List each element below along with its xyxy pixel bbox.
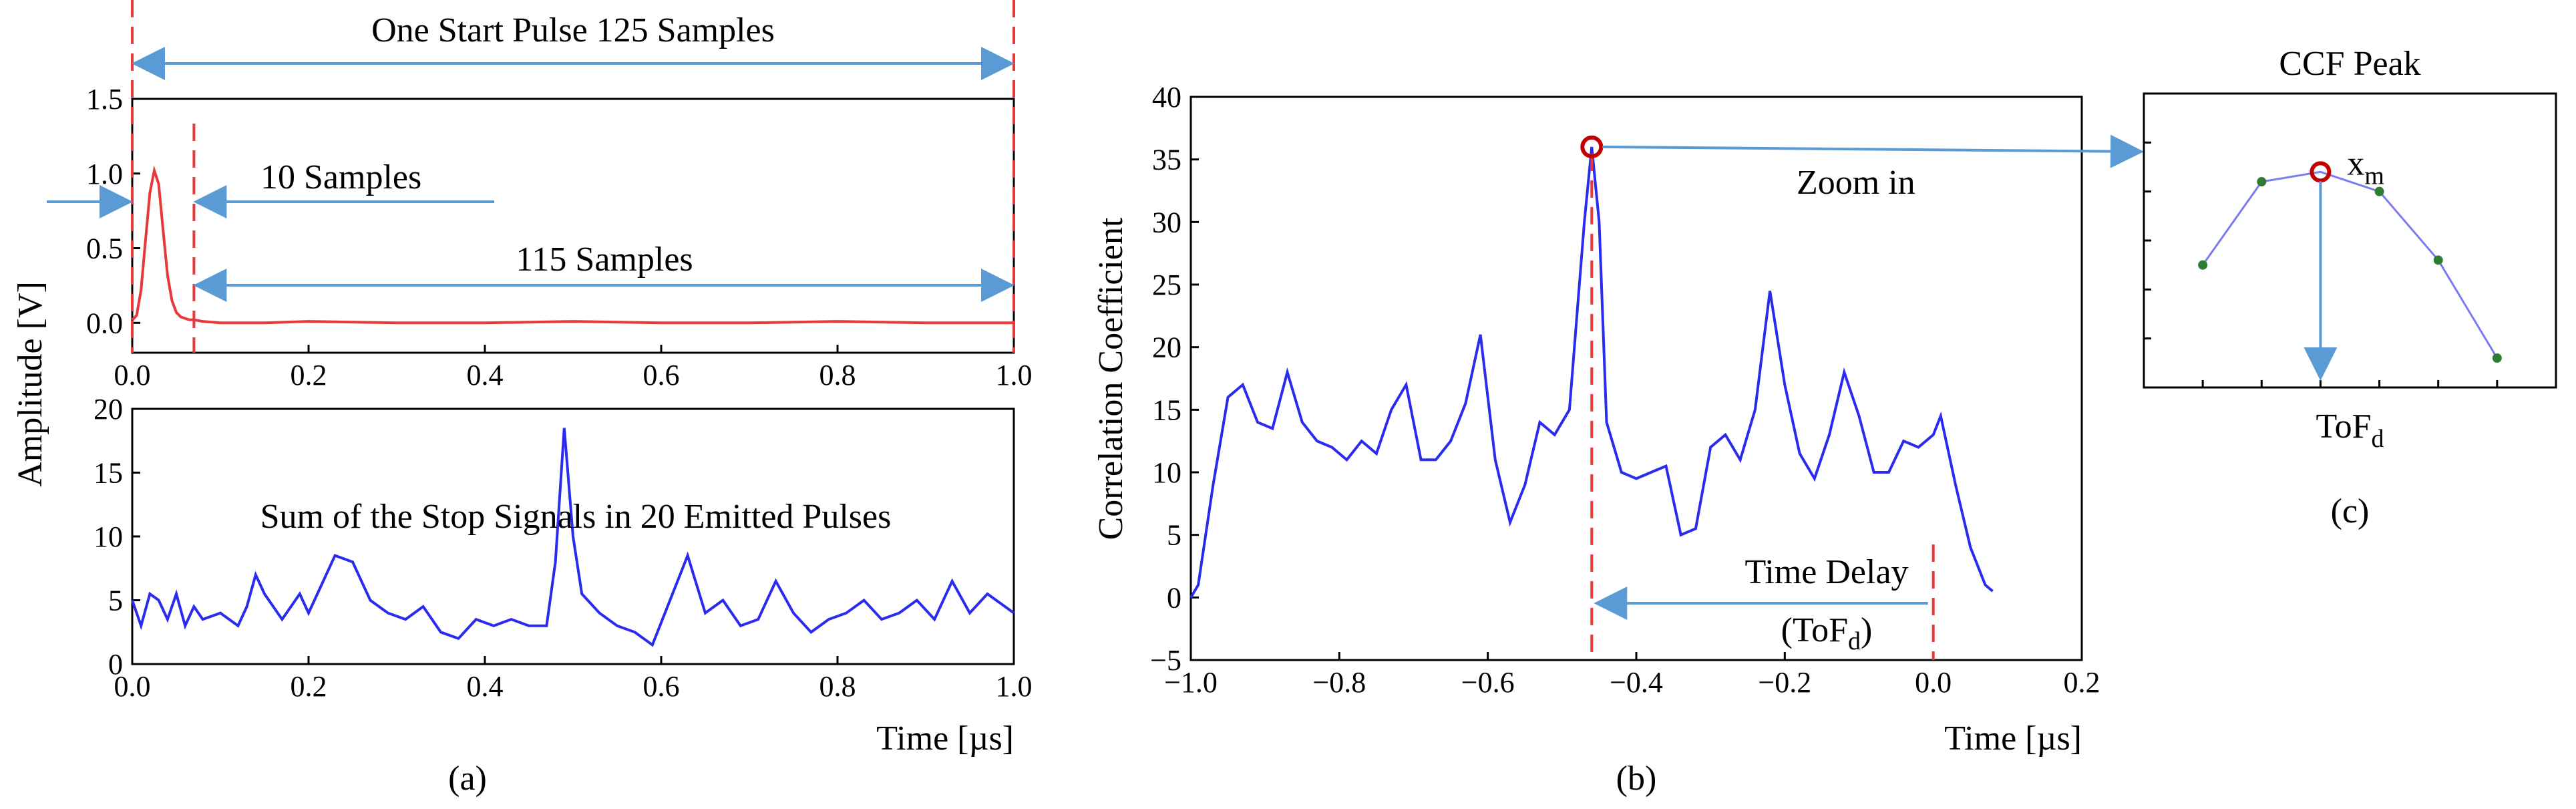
a-top-x-tick-label-3: 0.6 [643, 359, 680, 391]
series-line-zoomed-peak [2201, 170, 2499, 359]
annotation-10-samples: 10 Samples [260, 158, 421, 196]
c-point-5 [2492, 353, 2502, 363]
panel-a-top: 0.0 0.2 0.4 0.6 0.8 1.0 0.0 0.5 1.0 1.5 One Start… [47, 0, 1033, 391]
b-x-tick-label-4: −0.2 [1758, 666, 1811, 699]
b-y-tick-label-2: 5 [1167, 519, 1181, 552]
b-x-tick-label-5: 0.0 [1915, 666, 1952, 699]
a-bot-y-tick-label-0: 0 [108, 648, 123, 681]
b-x-tick-label-2: −0.6 [1461, 666, 1515, 699]
b-y-tick-label-4: 15 [1152, 393, 1181, 426]
a-top-x-tick-label-0: 0.0 [114, 359, 151, 391]
b-y-tick-label-3: 10 [1152, 456, 1181, 489]
ticks-a-bottom: 0.0 0.2 0.4 0.6 0.8 1.0 0 5 10 15 20 [94, 393, 1033, 703]
annotation-zoom-in: Zoom in [1797, 164, 1915, 202]
a-top-x-tick-label-4: 0.8 [819, 359, 856, 391]
b-y-tick-label-6: 25 [1152, 269, 1181, 301]
b-x-tick-label-1: −0.8 [1312, 666, 1366, 699]
plot-frame-c [2143, 92, 2557, 389]
annotation-115-samples: 115 Samples [516, 240, 693, 279]
annotation-time-delay: Time Delay [1744, 553, 1908, 591]
a-bot-y-tick-label-3: 15 [94, 457, 123, 490]
a-bot-x-tick-label-4: 0.8 [819, 670, 856, 703]
a-bot-x-tick-label-0: 0.0 [114, 670, 151, 703]
annotation-tofd-b: (ToFd) [1781, 611, 1873, 655]
b-y-tick-label-1: 0 [1167, 581, 1181, 614]
b-x-tick-label-0: −1.0 [1164, 666, 1218, 699]
series-line-ccf [1189, 146, 1994, 599]
a-bot-x-tick-label-3: 0.6 [643, 670, 680, 703]
b-x-tick-label-3: −0.4 [1610, 666, 1663, 699]
zoomed-peak-marker [2310, 161, 2332, 183]
c-point-1 [2257, 177, 2267, 186]
panel-b: −1.0 −0.8 −0.6 −0.4 −0.2 0.0 0.2 −5 0 5 10 15 20 25 30… [1150, 81, 2144, 758]
a-top-y-tick-label-2: 1.0 [86, 158, 123, 190]
series-line-start-pulse [131, 165, 1014, 325]
a-top-x-tick-label-5: 1.0 [996, 359, 1033, 391]
a-top-y-tick-label-3: 1.5 [86, 83, 123, 116]
c-point-3 [2374, 186, 2384, 196]
span-arrows-a-top [47, 47, 1015, 302]
a-bot-x-tick-label-5: 1.0 [996, 670, 1033, 703]
caption-a: (a) [448, 760, 487, 798]
b-y-tick-label-9: 40 [1152, 81, 1181, 114]
b-y-tick-label-0: −5 [1150, 644, 1181, 677]
y-axis-label-b: Correlation Coefficient [1092, 217, 1130, 540]
a-bot-y-tick-label-4: 20 [94, 393, 123, 426]
plot-frame-b [1189, 96, 2083, 661]
annotation-xm: xm [2347, 144, 2384, 190]
title-ccf-peak: CCF Peak [2279, 45, 2420, 83]
annotation-tofd-c: ToFd [2316, 408, 2384, 453]
b-x-tick-label-6: 0.2 [2064, 666, 2100, 699]
b-y-tick-label-5: 20 [1152, 331, 1181, 364]
c-point-0 [2198, 260, 2208, 270]
caption-b: (b) [1616, 760, 1657, 798]
b-y-tick-label-8: 35 [1152, 144, 1181, 176]
annotation-sum-stop-signals: Sum of the Stop Signals in 20 Emitted Pu… [260, 498, 892, 536]
marker-lines-b [1590, 153, 1935, 660]
annotation-one-start-pulse: One Start Pulse 125 Samples [371, 11, 775, 49]
ticks-b: −1.0 −0.8 −0.6 −0.4 −0.2 0.0 0.2 −5 0 5 10 15 20 25 30… [1150, 81, 2100, 699]
zoomed-peak-points [2198, 177, 2502, 363]
x-axis-label-b: Time [µs] [1944, 719, 2082, 758]
a-top-x-tick-label-1: 0.2 [291, 359, 327, 391]
plot-frame-a-top [131, 98, 1015, 354]
a-bot-y-tick-label-2: 10 [94, 520, 123, 553]
panel-c: CCF Peak xm ToFd [2143, 45, 2557, 453]
a-top-x-tick-label-2: 0.4 [467, 359, 504, 391]
caption-c: (c) [2331, 492, 2370, 530]
ccf-peak-marker [1580, 135, 1604, 158]
series-line-stop-signals [131, 428, 1015, 647]
ticks-c [2144, 141, 2499, 387]
zoom-arrow [1602, 134, 2144, 168]
a-top-y-tick-label-1: 0.5 [86, 232, 123, 265]
ticks-a-top: 0.0 0.2 0.4 0.6 0.8 1.0 0.0 0.5 1.0 1.5 [86, 83, 1033, 391]
a-bot-x-tick-label-2: 0.4 [467, 670, 504, 703]
a-top-y-tick-label-0: 0.0 [86, 307, 123, 339]
y-axis-label-a: Amplitude [V] [11, 281, 49, 487]
b-y-tick-label-7: 30 [1152, 206, 1181, 238]
a-bot-x-tick-label-1: 0.2 [291, 670, 327, 703]
panel-a-bottom: 0.0 0.2 0.4 0.6 0.8 1.0 0 5 10 15 20 Sum of the St… [94, 393, 1033, 758]
c-point-4 [2433, 255, 2443, 265]
x-axis-label-a: Time [µs] [876, 719, 1014, 758]
a-bot-y-tick-label-1: 5 [108, 585, 123, 617]
